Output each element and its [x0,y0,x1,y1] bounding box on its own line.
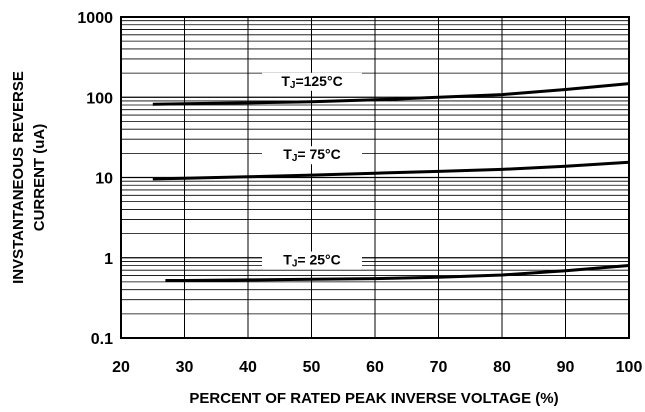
y-tick-label: 10 [95,171,113,188]
y-axis-title-line-1: INVSTANTANEOUS REVERSE [10,71,27,284]
series-label-1: TJ=125°C [262,72,362,91]
series-line-1 [152,82,630,106]
series-labels: TJ=125°C TJ= 75°C TJ= 25°C [262,72,362,270]
series-label-3: TJ= 25°C [262,251,362,270]
y-tick-label: 1 [104,251,113,268]
series-label-background [262,146,362,165]
x-tick-label: 100 [616,359,643,376]
x-tick-label: 80 [493,359,511,376]
series-line-3 [165,264,630,282]
y-tick-label: 100 [86,90,113,107]
series-label-text: TJ= 25°C [283,252,340,270]
chart-grid [120,17,630,339]
x-tick-label: 20 [112,359,130,376]
x-tick-label: 90 [557,359,575,376]
series-label-background [262,251,362,270]
series-label-background [262,72,362,91]
series-label-text: TJ= 75°C [283,146,340,164]
chart-series [152,82,630,282]
plot-area-frame [120,16,630,339]
x-tick-label: 70 [430,359,448,376]
series-label-2: TJ= 75°C [262,146,362,165]
x-tick-labels: 20 30 40 50 60 70 80 90 100 [112,359,642,376]
x-tick-label: 30 [176,359,194,376]
x-tick-label: 50 [303,359,321,376]
y-tick-label: 0.1 [91,331,113,348]
series-label-text: TJ=125°C [281,73,342,91]
x-tick-label: 40 [239,359,257,376]
y-tick-label: 1000 [77,10,113,27]
y-axis-title-line-2: CURRENT (uA) [31,124,48,231]
y-tick-labels: 0.1 1 10 100 1000 [77,10,113,348]
x-axis-title: PERCENT OF RATED PEAK INVERSE VOLTAGE (%… [189,390,558,407]
series-line-2 [152,160,630,181]
x-tick-label: 60 [366,359,384,376]
